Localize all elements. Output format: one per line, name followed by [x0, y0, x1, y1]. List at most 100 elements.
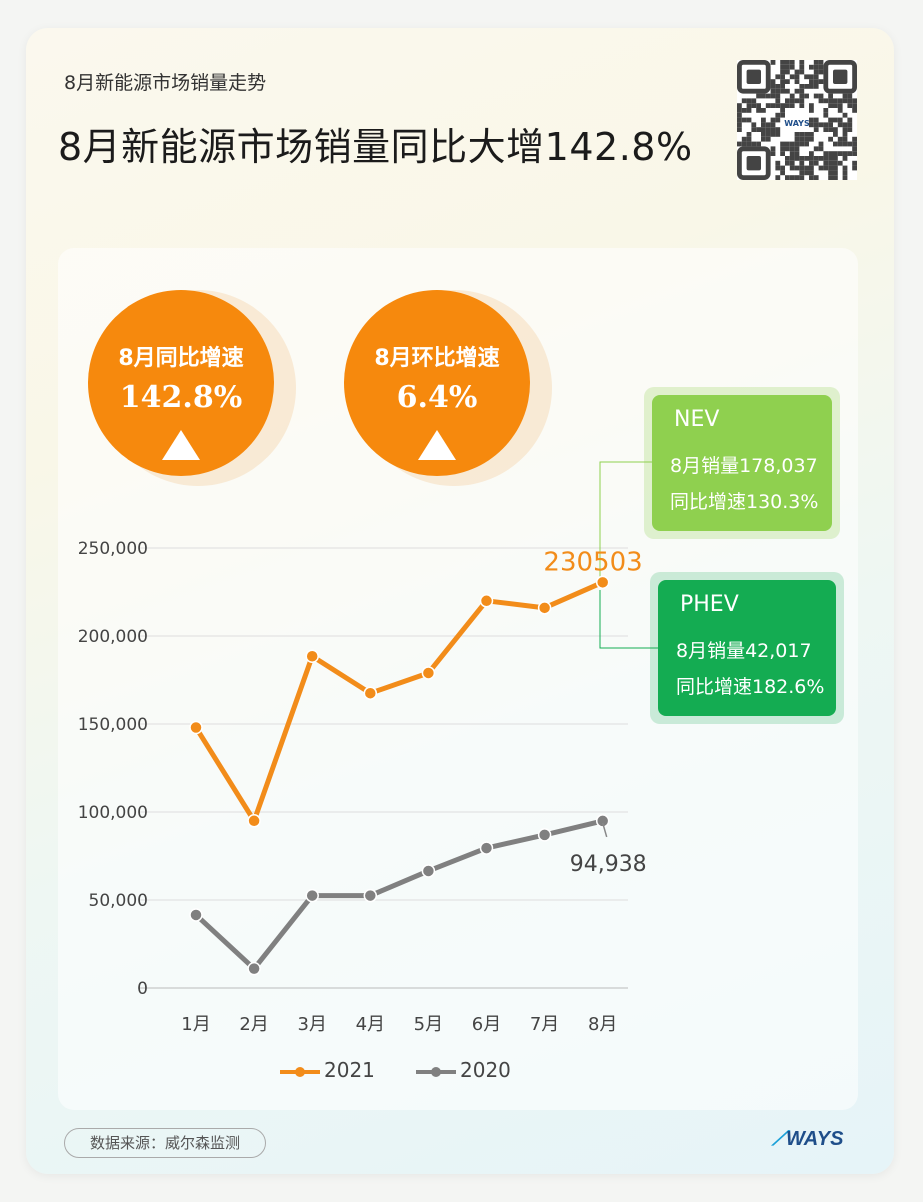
qr-module [785, 103, 790, 108]
qr-module [780, 108, 785, 113]
qr-module [828, 165, 833, 171]
qr-module [765, 136, 771, 142]
qr-finder-center [746, 156, 761, 171]
qr-module [828, 122, 833, 128]
qr-module [823, 122, 829, 128]
qr-module [780, 146, 785, 152]
qr-module [775, 117, 781, 123]
qr-module [804, 93, 809, 99]
qr-module [799, 60, 805, 65]
phev-callout: PHEV 8月销量42,017 同比增速182.6% [658, 580, 836, 716]
qr-module [842, 98, 848, 104]
qr-module [775, 84, 781, 89]
qr-finder-center [833, 69, 848, 84]
qr-module [799, 156, 805, 161]
legend-marker [431, 1067, 441, 1077]
qr-module [780, 84, 785, 89]
qr-module [809, 175, 814, 180]
qr-module [813, 84, 819, 89]
up-triangle-icon [418, 430, 456, 460]
qr-module [746, 108, 752, 113]
qr-module [789, 60, 795, 65]
up-triangle-icon [162, 430, 200, 460]
qr-module [775, 160, 781, 166]
qr-module [780, 79, 785, 84]
qr-module [852, 160, 857, 166]
qr-module [741, 117, 747, 123]
qr-module [799, 175, 805, 180]
qr-module [833, 127, 838, 132]
qr-module [737, 141, 742, 147]
qr-module [847, 141, 853, 147]
qr-module [780, 64, 785, 70]
yoy-growth-circle: 8月同比增速 142.8% [88, 290, 274, 476]
qr-module [828, 98, 833, 104]
qr-module [809, 132, 814, 137]
qr-module [852, 141, 857, 147]
qr-module [828, 160, 833, 166]
qr-module [804, 132, 809, 137]
qr-module [813, 175, 819, 180]
qr-module [770, 132, 776, 137]
qr-module [813, 160, 819, 166]
qr-module [809, 136, 814, 142]
yoy-growth-label: 8月同比增速 [118, 346, 244, 371]
qr-module [799, 88, 805, 94]
qr-module [785, 146, 790, 152]
qr-module [828, 151, 833, 156]
qr-module [780, 69, 785, 75]
qr-module [756, 127, 761, 132]
qr-module [799, 98, 805, 104]
qr-module [837, 98, 843, 104]
qr-module [789, 141, 795, 147]
qr-module [813, 69, 819, 75]
qr-module [789, 98, 795, 104]
qr-module [818, 79, 824, 84]
qr-module [775, 74, 781, 80]
ways-logo: ⟋WAYS [772, 1128, 843, 1151]
qr-module [818, 156, 824, 161]
qr-module [837, 141, 843, 147]
qr-module [737, 103, 742, 108]
qr-module [813, 127, 819, 132]
qr-module [770, 88, 776, 94]
qr-module [833, 98, 838, 104]
qr-module [775, 175, 781, 180]
qr-module [847, 93, 853, 99]
qr-module [823, 108, 829, 113]
qr-module [813, 117, 819, 123]
qr-module [794, 74, 800, 80]
qr-module [818, 98, 824, 104]
qr-module [789, 156, 795, 161]
qr-module [813, 60, 819, 65]
qr-module [833, 165, 838, 171]
qr-module [818, 93, 824, 99]
nev-sales: 8月销量178,037 [670, 455, 818, 477]
qr-module [804, 141, 809, 147]
qr-module [761, 93, 766, 99]
qr-module [852, 151, 857, 156]
qr-module [785, 175, 790, 180]
nev-callout: NEV 8月销量178,037 同比增速130.3% [652, 395, 832, 531]
qr-module [756, 108, 761, 113]
qr-module [809, 156, 814, 161]
qr-module [775, 98, 781, 104]
qr-module [813, 146, 819, 152]
qr-module [799, 93, 805, 99]
qr-module [746, 141, 752, 147]
qr-module [837, 151, 843, 156]
qr-module [741, 141, 747, 147]
qr-module [809, 108, 814, 113]
qr-module [818, 141, 824, 147]
qr-module [780, 141, 785, 147]
phev-growth: 同比增速182.6% [676, 676, 825, 698]
qr-module [775, 165, 781, 171]
qr-module [842, 132, 848, 137]
qr-module [799, 165, 805, 171]
qr-module [799, 69, 805, 75]
qr-module [789, 74, 795, 80]
qr-finder [823, 60, 857, 94]
qr-module [775, 112, 781, 118]
qr-module [794, 98, 800, 104]
qr-module [813, 79, 819, 84]
